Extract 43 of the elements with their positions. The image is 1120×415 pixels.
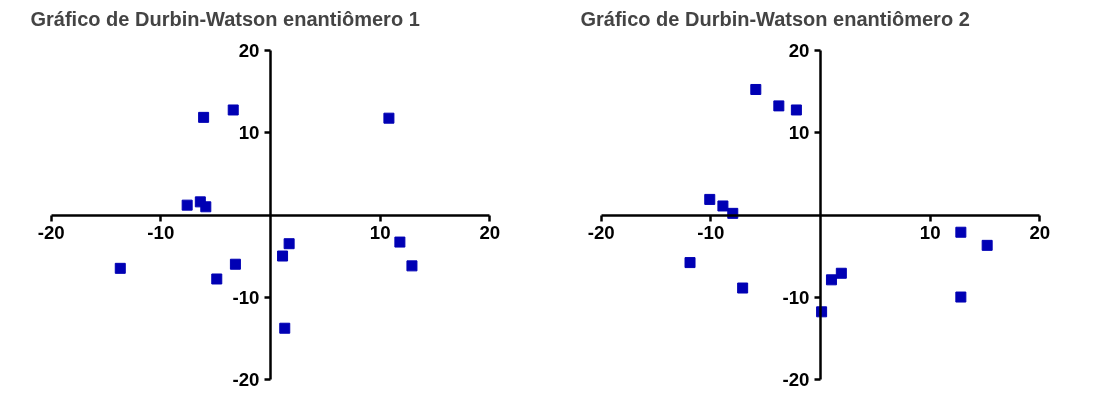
- point: [277, 250, 289, 262]
- point: [790, 104, 802, 116]
- point: [181, 199, 193, 211]
- point: [383, 112, 395, 124]
- x-tick-label: 10: [919, 222, 941, 243]
- x-tick-label: 10: [369, 222, 391, 243]
- x-tick-label: -20: [37, 222, 65, 243]
- point: [406, 260, 418, 272]
- point: [955, 291, 967, 303]
- point: [198, 111, 210, 123]
- point: [773, 100, 785, 112]
- point: [717, 200, 729, 212]
- point: [114, 262, 126, 274]
- chart-title: Gráfico de Durbin-Watson enantiômero 2: [580, 7, 970, 30]
- point: [704, 193, 716, 205]
- point: [955, 226, 967, 238]
- y-tick-label: -20: [782, 368, 810, 390]
- y-tick-label: 20: [238, 40, 260, 62]
- y-tick-label: 10: [238, 122, 260, 144]
- point: [200, 201, 212, 213]
- y-tick-label: 20: [788, 40, 810, 62]
- point: [835, 267, 847, 279]
- x-tick-label: -10: [147, 222, 175, 243]
- y-tick-label: -20: [232, 368, 260, 390]
- point: [279, 322, 291, 334]
- x-tick-label: 20: [479, 222, 501, 243]
- y-tick-label: -10: [782, 286, 810, 308]
- x-tick-label: 20: [1029, 222, 1051, 243]
- point: [227, 104, 239, 116]
- x-tick-label: -10: [697, 222, 725, 243]
- point: [283, 238, 295, 250]
- y-tick-label: -10: [232, 286, 260, 308]
- point: [229, 258, 241, 270]
- point: [825, 274, 837, 286]
- point: [737, 282, 749, 294]
- point: [684, 257, 696, 269]
- point: [211, 273, 223, 285]
- chart-title: Gráfico de Durbin-Watson enantiômero 1: [30, 7, 420, 30]
- point: [981, 239, 993, 251]
- point: [394, 236, 406, 248]
- y-tick-label: 10: [788, 122, 810, 144]
- x-tick-label: -20: [587, 222, 615, 243]
- point: [750, 83, 762, 95]
